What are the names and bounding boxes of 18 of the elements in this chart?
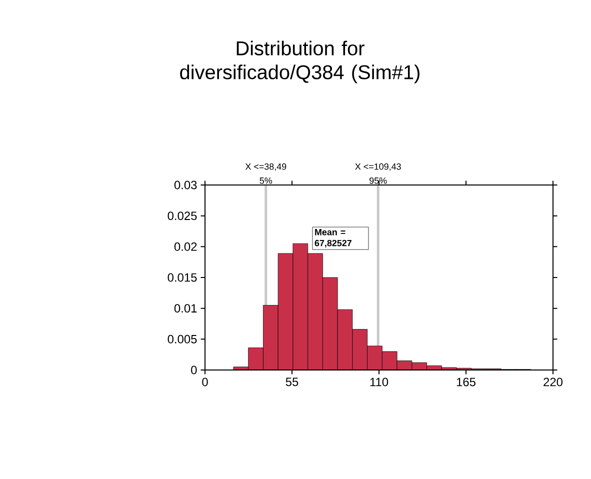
y-tick-label: 0.03 <box>174 180 197 190</box>
x-tick-label: 0 <box>202 378 208 386</box>
y-tick-label: 0.025 <box>168 212 197 220</box>
x-tick-label: 165 <box>456 378 476 386</box>
ref-line-label: X <=38,49 <box>245 163 286 171</box>
y-tick-label: 0.005 <box>168 334 197 344</box>
chart-title: Distribution for diversificado/Q384 (Sim#1) <box>180 40 420 84</box>
annotation: Mean = 67,82527 <box>314 229 352 248</box>
y-tick-label: 0.015 <box>168 273 197 282</box>
x-tick-label: 55 <box>286 378 298 386</box>
annotation: 5% <box>260 177 272 184</box>
y-tick-label: 0.02 <box>174 242 197 251</box>
x-tick-label: 220 <box>544 378 563 386</box>
y-tick-label: 0 <box>191 366 197 374</box>
ref-line-label: X <=109,43 <box>355 163 401 171</box>
y-tick-label: 0.01 <box>174 304 197 313</box>
annotation: 95% <box>370 177 387 184</box>
x-tick-label: 110 <box>370 378 388 386</box>
